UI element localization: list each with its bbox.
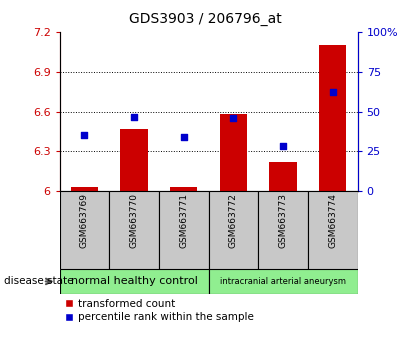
- Bar: [258, 191, 308, 269]
- Bar: [60, 191, 109, 269]
- Bar: [319, 45, 346, 191]
- Bar: [170, 187, 197, 191]
- Point: [81, 133, 88, 138]
- Bar: [60, 269, 209, 294]
- Legend: transformed count, percentile rank within the sample: transformed count, percentile rank withi…: [65, 299, 254, 322]
- Text: GSM663770: GSM663770: [129, 194, 139, 249]
- Bar: [109, 191, 159, 269]
- Point: [230, 115, 237, 121]
- Point: [330, 89, 336, 95]
- Point: [131, 114, 137, 120]
- Bar: [220, 114, 247, 191]
- Text: GSM663773: GSM663773: [279, 194, 288, 249]
- Text: normal healthy control: normal healthy control: [71, 276, 198, 286]
- Text: disease state: disease state: [4, 276, 74, 286]
- Text: GSM663774: GSM663774: [328, 194, 337, 249]
- Bar: [308, 191, 358, 269]
- Text: GDS3903 / 206796_at: GDS3903 / 206796_at: [129, 12, 282, 27]
- Bar: [71, 187, 98, 191]
- Bar: [120, 129, 148, 191]
- Bar: [270, 162, 297, 191]
- Point: [280, 143, 286, 149]
- Bar: [159, 191, 208, 269]
- Bar: [208, 191, 258, 269]
- Text: GSM663769: GSM663769: [80, 194, 89, 249]
- Text: GSM663771: GSM663771: [179, 194, 188, 249]
- Point: [180, 134, 187, 139]
- Text: GSM663772: GSM663772: [229, 194, 238, 249]
- Bar: [208, 269, 358, 294]
- Text: intracranial arterial aneurysm: intracranial arterial aneurysm: [220, 277, 346, 286]
